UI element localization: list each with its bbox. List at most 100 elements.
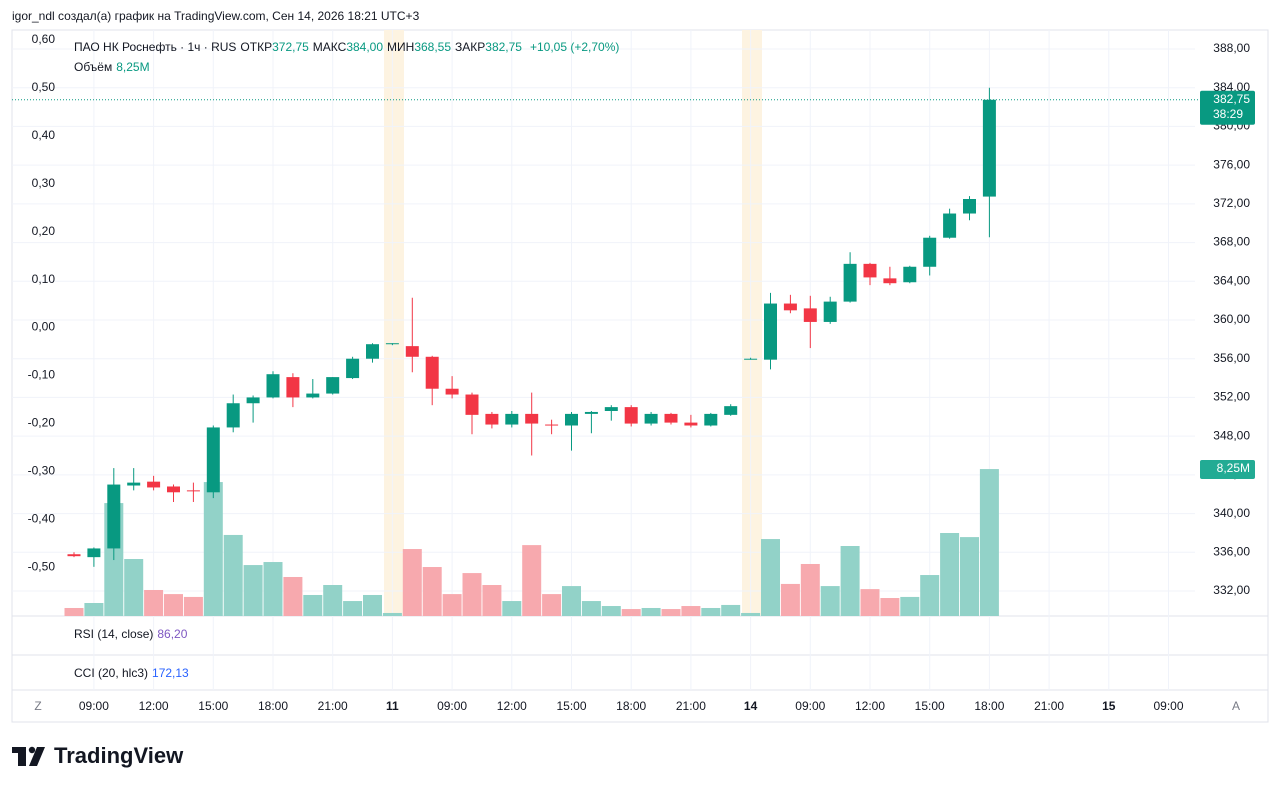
last-price-box xyxy=(1200,90,1255,125)
candle-body xyxy=(883,278,897,284)
symbol-title: ПАО НК Роснефть · 1ч · RUS xyxy=(74,40,237,54)
candle-body xyxy=(764,303,777,360)
volume-bar xyxy=(382,612,402,616)
volume-bar xyxy=(223,534,243,616)
volume-bar xyxy=(721,604,741,616)
volume-bar xyxy=(542,594,562,616)
y-tick-label: 368,00 xyxy=(1213,235,1250,249)
x-tick-label: 11 xyxy=(386,699,399,713)
candle-body xyxy=(704,413,718,426)
candle-body xyxy=(206,427,220,493)
volume-bar xyxy=(800,563,820,616)
candle-body xyxy=(664,413,678,423)
y-tick-label: 336,00 xyxy=(1213,544,1250,558)
volume-legend-label: Объём xyxy=(74,60,113,74)
candle-body xyxy=(445,388,459,395)
candle-body xyxy=(186,490,200,492)
x-tick-label: 12:00 xyxy=(139,699,169,713)
candle-body xyxy=(226,403,240,428)
y2-tick-label: -0,40 xyxy=(28,511,56,525)
x-tick-label: 09:00 xyxy=(79,699,109,713)
candle-body xyxy=(843,263,857,302)
candle-body xyxy=(684,422,698,426)
y-tick-label: 388,00 xyxy=(1213,41,1250,55)
candle-body xyxy=(346,358,360,379)
candle-body xyxy=(982,99,996,197)
volume-bar xyxy=(283,576,303,616)
zoom-button[interactable]: Z xyxy=(34,699,41,713)
x-tick-label: 21:00 xyxy=(676,699,706,713)
volume-bar xyxy=(402,549,422,616)
volume-label-box xyxy=(1200,460,1255,480)
candle-body xyxy=(167,486,180,493)
volume-bar xyxy=(422,567,442,616)
volume-bar xyxy=(960,537,979,616)
chart-frame xyxy=(11,29,1269,723)
volume-bar xyxy=(462,573,482,616)
volume-bar xyxy=(183,596,203,616)
candle-body xyxy=(604,407,618,411)
volume-bar xyxy=(621,609,641,616)
y-tick-label: 364,00 xyxy=(1213,273,1250,287)
y-tick-label: 348,00 xyxy=(1213,428,1250,442)
candle-body xyxy=(903,266,917,283)
volume-bar xyxy=(124,559,144,616)
volume-bar xyxy=(323,585,343,616)
candle-body xyxy=(485,413,499,425)
countdown: 38:29 xyxy=(1213,107,1243,121)
candle-body xyxy=(266,374,280,398)
candle-body xyxy=(505,413,519,425)
candle-body xyxy=(326,377,340,394)
candle-body xyxy=(147,481,161,488)
volume-bar xyxy=(920,575,940,616)
y-tick-label: 332,00 xyxy=(1213,583,1250,597)
volume-bar xyxy=(442,594,462,616)
candle-body xyxy=(366,344,379,359)
volume-bar xyxy=(900,596,920,616)
volume-bar xyxy=(502,601,522,616)
volume-bar xyxy=(681,606,701,616)
ohlc-label: МАКС xyxy=(312,40,347,54)
candle-body xyxy=(425,356,439,389)
indicator-value: 86,20 xyxy=(157,627,188,641)
candle-body xyxy=(246,397,260,404)
candle-body xyxy=(584,411,598,414)
ohlc-value: 368,55 xyxy=(414,40,452,54)
x-tick-label: 15 xyxy=(1102,699,1116,713)
y2-tick-label: 0,10 xyxy=(32,272,56,286)
indicator-name: RSI (14, close) xyxy=(74,627,154,641)
y2-tick-label: 0,40 xyxy=(32,128,56,142)
x-tick-label: 12:00 xyxy=(855,699,885,713)
volume-bar xyxy=(840,546,860,616)
x-tick-label: 18:00 xyxy=(974,699,1004,713)
y-tick-label: 352,00 xyxy=(1213,390,1250,404)
logo-icon xyxy=(12,746,45,766)
candle-body xyxy=(803,308,817,322)
volume-bar xyxy=(522,545,542,616)
y2-tick-label: -0,50 xyxy=(28,559,56,573)
indicator-name: CCI (20, hlc3) xyxy=(74,666,149,680)
candle-body xyxy=(744,358,758,360)
candle-body xyxy=(107,484,121,549)
x-tick-label: 12:00 xyxy=(497,699,527,713)
candle-body xyxy=(923,237,937,267)
y-tick-label: 340,00 xyxy=(1213,506,1250,520)
x-tick-label: 18:00 xyxy=(616,699,646,713)
candle-body xyxy=(823,301,837,322)
volume-bar xyxy=(203,482,223,616)
auto-button[interactable]: A xyxy=(1232,699,1240,713)
candle-body xyxy=(385,343,399,345)
candle-body xyxy=(724,406,738,415)
y-tick-label: 356,00 xyxy=(1213,351,1250,365)
volume-legend-value: 8,25M xyxy=(116,60,150,74)
y-tick-label: 384,00 xyxy=(1213,80,1250,94)
ohlc-label: ОТКР xyxy=(240,40,273,54)
rsi-legend: RSI (14, close) 86,20 xyxy=(74,627,191,641)
candle-body xyxy=(127,482,141,486)
candle-body xyxy=(465,394,479,415)
candle-body xyxy=(963,199,976,214)
candle-body xyxy=(545,424,559,426)
volume-bar xyxy=(880,598,900,616)
